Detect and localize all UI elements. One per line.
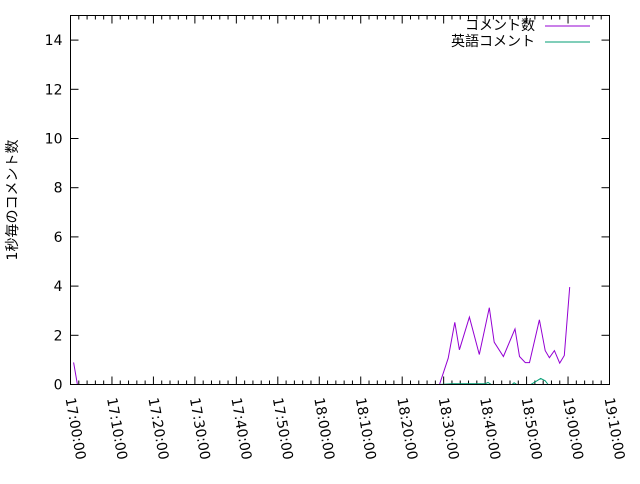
y-axis-label: 1秒毎のコメント数 [5,140,21,261]
y-tick-label: 0 [54,378,63,394]
y-tick-label: 2 [54,328,63,344]
y-tick-label: 6 [54,230,63,246]
x-tick-label: 19:10:00 [601,396,628,461]
series-line-1 [439,377,549,385]
x-tick-label: 18:30:00 [435,396,462,461]
x-tick-label: 18:50:00 [518,396,545,461]
x-tick-label: 17:40:00 [227,396,254,461]
legend-label-0: コメント数 [465,18,535,34]
y-tick-label: 4 [54,279,63,295]
x-tick-label: 18:40:00 [476,396,503,461]
series-line-0 [73,287,571,385]
series-lines [73,287,571,385]
y-tick-label: 8 [54,181,63,197]
x-tick-label: 17:10:00 [103,396,130,461]
legend-label-1: 英語コメント [451,33,535,50]
legend: コメント数 英語コメント [451,18,590,50]
x-tick-label: 17:30:00 [186,396,213,461]
x-tick-label: 17:00:00 [62,396,89,461]
y-tick-label: 12 [45,82,63,98]
x-tick-label: 17:20:00 [144,396,171,461]
x-tick-label: 17:50:00 [269,396,296,461]
x-tick-label: 18:20:00 [393,396,420,461]
ticks: 0 2 4 6 8 10 12 14 17:00:00 17:10:00 17:20:00 17:30… [45,15,628,461]
plot-border [70,15,610,385]
y-tick-label: 10 [45,132,63,148]
x-tick-label: 19:00:00 [559,396,586,461]
x-tick-label: 18:00:00 [310,396,337,461]
y-tick-label: 14 [45,33,63,49]
x-tick-label: 18:10:00 [352,396,379,461]
